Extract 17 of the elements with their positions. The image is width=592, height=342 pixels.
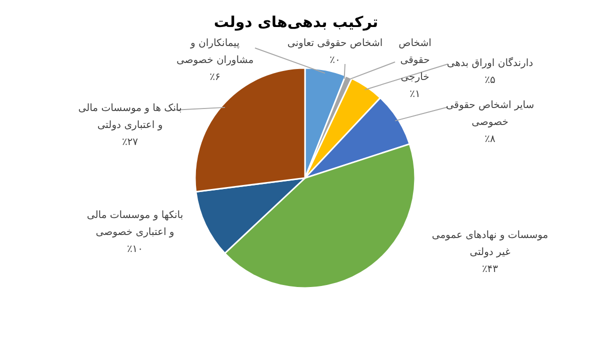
slice-label: موسسات و نهادهای عمومی غیر دولتی	[432, 230, 548, 258]
data-label: ٪۸	[484, 134, 496, 145]
text: ٪۰	[330, 55, 340, 66]
data-label: ٪۴۳	[482, 264, 499, 275]
category-label: اشخاص حقوقی تعاونی	[287, 38, 383, 49]
data-label: ٪۱۰	[126, 244, 144, 255]
data-label: ٪۵	[484, 75, 496, 86]
data-label: ٪۱	[410, 89, 420, 100]
chart-title: ترکیب بدهی‌های دولت	[214, 13, 378, 31]
slice-label: اشخاص حقوقی خارجی	[398, 38, 432, 83]
data-label: ٪۲۷	[122, 137, 139, 148]
slice-label: بانکها و موسسات مالی و اعتباری خصوصی	[86, 210, 184, 238]
slice-label: دارندگان اوراق بدهی	[446, 57, 534, 69]
data-label: ٪۶	[210, 72, 220, 83]
slice-label: پیمانکاران و مشاوران خصوصی	[176, 38, 254, 66]
slice-label: سایر اشخاص حقوقی خصوصی	[446, 100, 534, 128]
slice-label: بانک ها و موسسات مالی و اعتباری دولتی	[78, 103, 182, 131]
